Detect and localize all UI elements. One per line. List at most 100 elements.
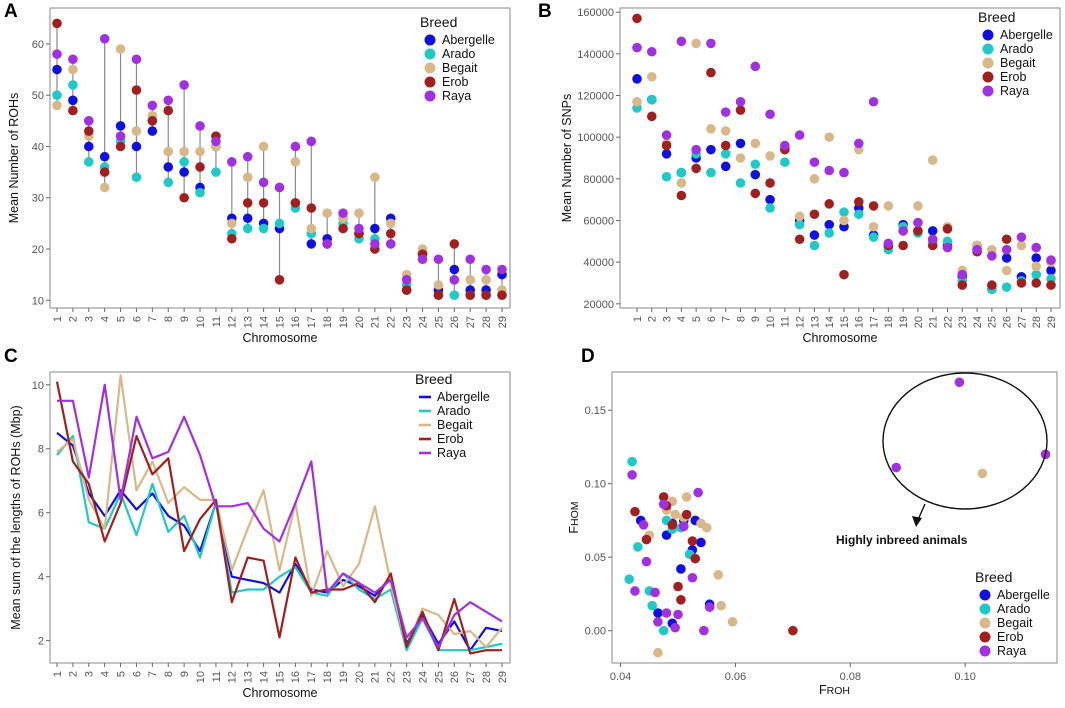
point-raya <box>163 95 174 106</box>
point-arado <box>780 157 790 167</box>
y-tick-label: 50 <box>32 90 44 102</box>
x-tick-label: 26 <box>449 671 461 683</box>
point-abergelle <box>765 194 775 205</box>
x-tick-label: 2 <box>647 316 659 322</box>
point-raya <box>195 121 205 131</box>
y-tick-label: 8 <box>38 444 44 456</box>
legend-swatch-abergelle <box>982 29 994 41</box>
point-erob <box>706 67 716 78</box>
point-erob <box>690 553 701 564</box>
legend-swatch-begait <box>424 62 436 74</box>
x-tick-label: 23 <box>401 671 413 683</box>
x-tick-label: 24 <box>417 671 429 683</box>
point-erob <box>385 228 396 239</box>
legend-swatch-erob <box>979 631 991 643</box>
x-tick-label: 1 <box>52 316 64 322</box>
x-tick-label: 12 <box>794 316 806 328</box>
point-raya <box>883 238 894 249</box>
x-tick-label: 16 <box>290 316 302 328</box>
point-erob <box>1016 278 1027 288</box>
y-tick-label: 20000 <box>583 299 614 311</box>
point-abergelle <box>735 138 746 149</box>
point-erob <box>641 534 652 545</box>
point-begait <box>824 132 835 142</box>
point-erob <box>676 595 686 605</box>
legend-swatch-erob <box>982 71 994 83</box>
point-begait <box>1001 265 1012 276</box>
point-erob <box>687 536 698 546</box>
point-abergelle <box>449 264 460 275</box>
point-erob <box>465 290 476 300</box>
point-raya <box>987 251 997 261</box>
x-tick-label: 3 <box>661 316 673 322</box>
point-raya <box>780 140 790 151</box>
legend-label-raya: Raya <box>437 446 466 460</box>
line-series-arado <box>56 434 503 652</box>
x-tick-label: 16 <box>854 316 866 328</box>
y-tick-label: 0.15 <box>585 405 606 417</box>
point-erob <box>1031 278 1042 288</box>
y-tick-label: 140000 <box>577 49 614 61</box>
point-begait <box>290 157 301 167</box>
point-begait <box>720 126 731 136</box>
x-tick-label: 7 <box>147 671 159 677</box>
x-tick-label: 6 <box>131 316 143 322</box>
x-tick-label: 4 <box>676 316 688 322</box>
x-tick-label: 21 <box>928 316 940 328</box>
point-abergelle <box>147 126 158 136</box>
point-raya <box>630 586 640 596</box>
point-raya <box>750 61 761 72</box>
point-raya <box>653 617 663 627</box>
y-tick-label: 40 <box>32 141 44 153</box>
x-tick-label: 15 <box>274 316 286 328</box>
point-raya <box>1001 244 1012 255</box>
point-raya <box>706 38 716 49</box>
point-erob <box>52 18 62 29</box>
point-arado <box>195 187 205 198</box>
point-raya <box>638 520 649 530</box>
y-tick-label: 30 <box>32 193 44 205</box>
point-raya <box>678 521 689 532</box>
point-raya <box>942 242 953 253</box>
point-erob <box>274 274 285 285</box>
x-tick-label: 7 <box>147 316 159 322</box>
legend-label-arado: Arado <box>1000 42 1033 56</box>
legend-label-arado: Arado <box>997 602 1030 616</box>
x-tick-label: 10 <box>765 316 777 328</box>
x-axis-title: Chromosome <box>242 331 317 345</box>
point-arado <box>633 542 643 552</box>
legend-label-erob: Erob <box>437 432 463 446</box>
y-tick-label: 60 <box>32 39 44 51</box>
point-arado <box>868 232 879 242</box>
x-tick-label: 22 <box>386 316 398 328</box>
annotation-label: Highly inbreed animals <box>836 533 968 547</box>
x-tick-label: 12 <box>227 316 239 328</box>
legend-label-arado: Arado <box>442 47 475 61</box>
y-tick-label: 80000 <box>583 174 614 186</box>
point-raya <box>839 167 849 178</box>
point-erob <box>99 167 110 177</box>
point-raya <box>99 33 110 44</box>
point-begait <box>227 218 237 229</box>
point-arado <box>179 157 189 167</box>
point-abergelle <box>52 64 62 75</box>
y-tick-label: 0.00 <box>585 626 606 638</box>
legend-swatch-arado <box>424 48 436 60</box>
x-tick-label: 22 <box>386 671 398 683</box>
point-raya <box>704 602 715 612</box>
point-begait <box>115 44 126 54</box>
point-raya <box>853 138 864 149</box>
point-arado <box>647 600 657 611</box>
point-erob <box>788 625 798 636</box>
x-axis-title: FROH <box>819 683 850 697</box>
point-begait <box>242 172 253 183</box>
point-raya <box>385 239 396 249</box>
y-axis-title: FHOM <box>567 501 581 533</box>
point-raya <box>115 131 126 142</box>
y-tick-label: 10 <box>32 295 44 307</box>
point-erob <box>115 141 126 152</box>
x-tick-label: 25 <box>433 671 445 683</box>
x-tick-label: 19 <box>338 671 350 683</box>
point-arado <box>765 203 775 213</box>
x-tick-label: 23 <box>401 316 413 328</box>
